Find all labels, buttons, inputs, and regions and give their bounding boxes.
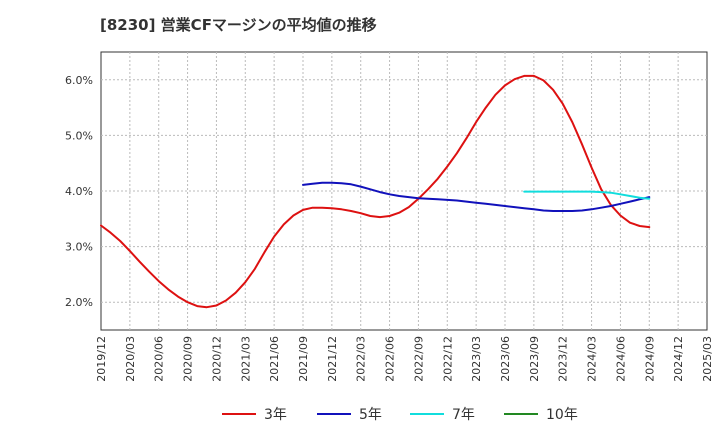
x-tick-label: 2020/09 [182, 336, 195, 382]
x-tick-label: 2022/06 [384, 336, 397, 382]
plot-area [100, 51, 708, 331]
y-tick-label: 4.0% [65, 185, 93, 198]
series-lines [100, 74, 651, 309]
legend-label: 3年 [264, 407, 287, 423]
legend-item-4: 10年 [504, 407, 578, 423]
x-tick-label: 2022/03 [355, 336, 368, 382]
series-line-1 [100, 74, 651, 309]
x-tick-label: 2022/12 [441, 336, 454, 382]
x-tick-label: 2023/03 [470, 336, 483, 382]
x-tick-label: 2020/03 [124, 336, 137, 382]
x-tick-label: 2021/09 [297, 336, 310, 382]
x-axis: 2019/12 2020/03 2020/06 2020/09 2020/12 2021/… [95, 336, 714, 382]
x-tick-label: 2021/06 [268, 336, 281, 382]
x-tick-label: 2024/12 [672, 336, 685, 382]
series-line-2 [302, 181, 651, 212]
x-tick-label: 2024/06 [614, 336, 627, 382]
x-tick-label: 2023/09 [528, 336, 541, 382]
legend-label: 5年 [359, 407, 382, 423]
chart-title: [8230] 営業CFマージンの平均値の推移 [100, 16, 377, 34]
series-line-3 [523, 190, 651, 200]
legend-label: 10年 [546, 407, 578, 423]
x-tick-label: 2023/12 [557, 336, 570, 382]
legend-item-2: 5年 [317, 407, 382, 423]
y-tick-label: 2.0% [65, 296, 93, 309]
x-tick-label: 2020/12 [210, 336, 223, 382]
x-tick-label: 2021/12 [326, 336, 339, 382]
x-tick-label: 2025/03 [701, 336, 714, 382]
x-tick-label: 2021/03 [239, 336, 252, 382]
legend-label: 7年 [452, 407, 475, 423]
x-tick-label: 2023/06 [499, 336, 512, 382]
x-tick-label: 2024/09 [643, 336, 656, 382]
y-axis: 2.0% 3.0% 4.0% 5.0% 6.0% [65, 74, 93, 309]
legend-item-3: 7年 [410, 407, 475, 423]
y-tick-label: 6.0% [65, 74, 93, 87]
plot-frame [100, 51, 708, 331]
x-tick-label: 2020/06 [153, 336, 166, 382]
legend: 3年 5年 7年 10年 [222, 407, 578, 423]
x-tick-label: 2022/09 [412, 336, 425, 382]
legend-item-1: 3年 [222, 407, 287, 423]
x-tick-label: 2024/03 [586, 336, 599, 382]
x-tick-label: 2019/12 [95, 336, 108, 382]
y-tick-label: 5.0% [65, 129, 93, 142]
y-tick-label: 3.0% [65, 241, 93, 254]
